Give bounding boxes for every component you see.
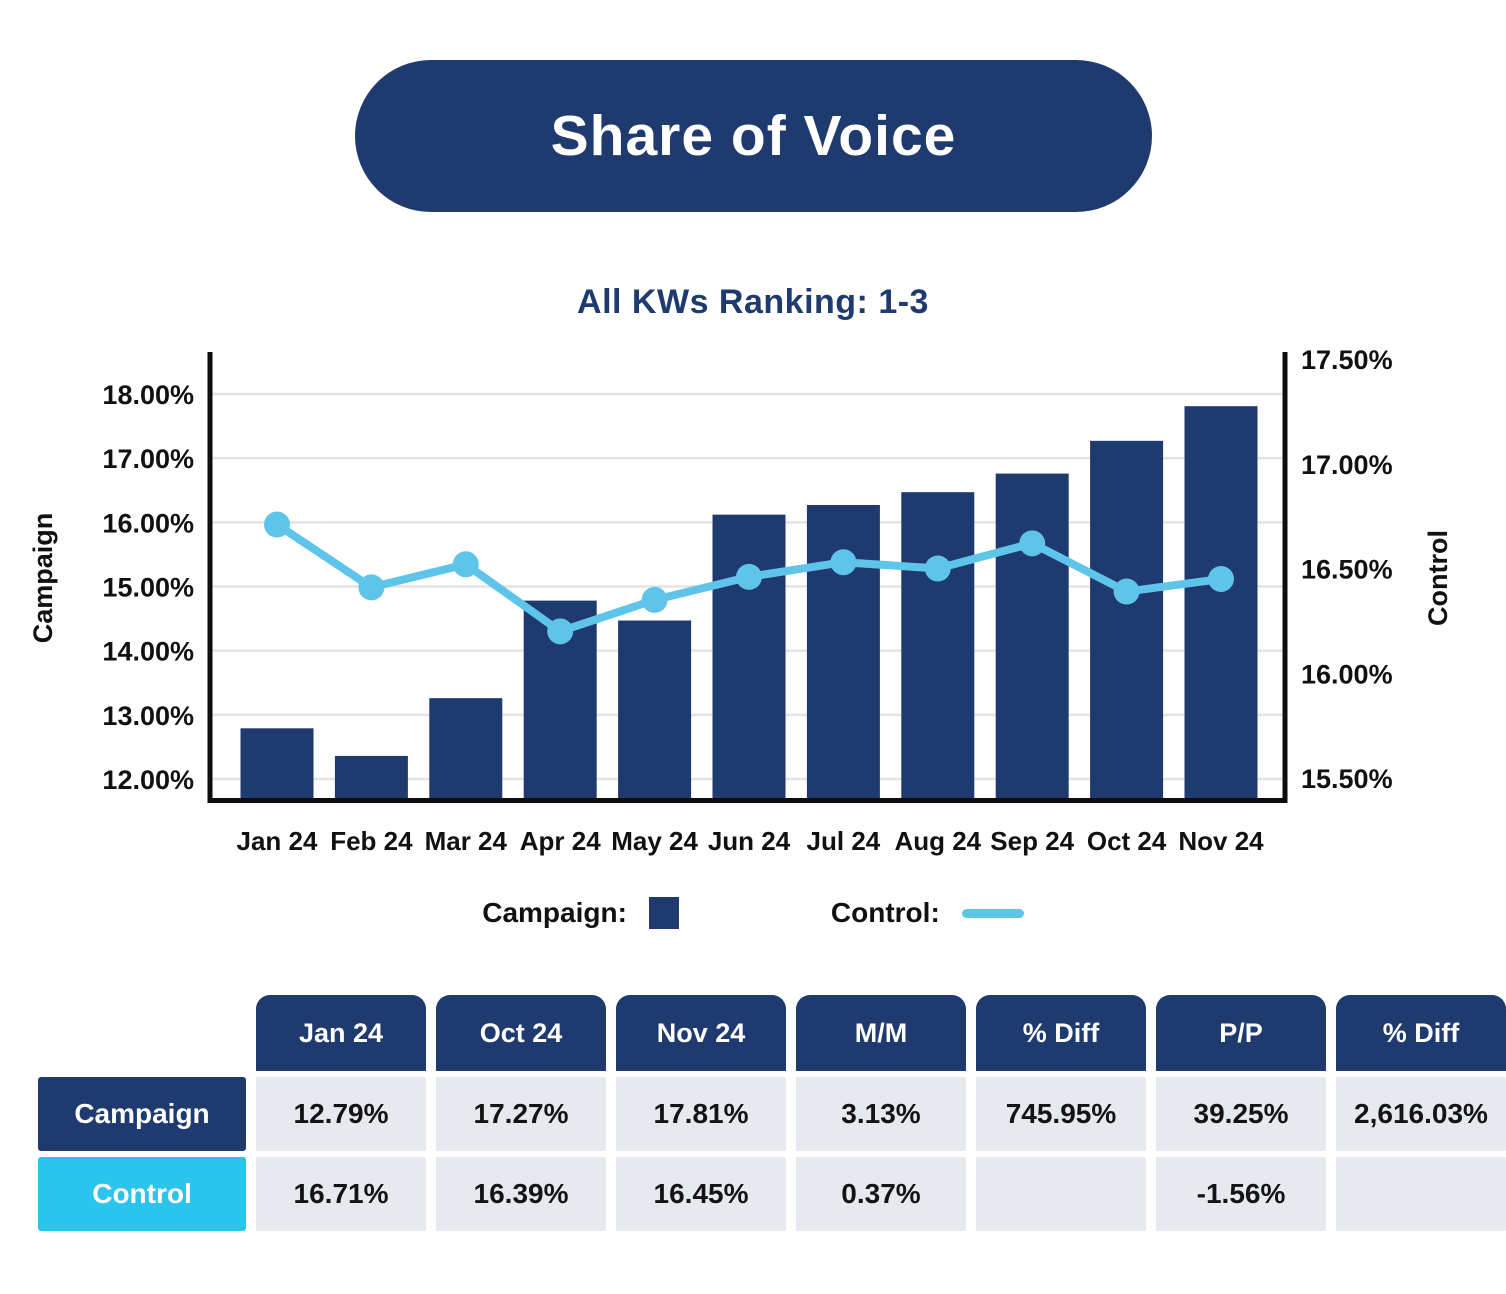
control-jan24-value: 16.71% bbox=[256, 1157, 426, 1231]
control-point-jun-24 bbox=[736, 563, 762, 590]
x-axis-label: May 24 bbox=[611, 826, 698, 856]
left-axis-tick-label: 14.00% bbox=[102, 637, 194, 667]
chart-legend: Campaign: Control: bbox=[0, 888, 1506, 938]
control-pctdiff2-value bbox=[1336, 1157, 1506, 1231]
campaign-pctdiff1-value: 745.95% bbox=[976, 1077, 1146, 1151]
table-header-oct24: Oct 24 bbox=[436, 995, 606, 1071]
x-axis-label: Feb 24 bbox=[330, 826, 413, 856]
control-point-feb-24 bbox=[358, 574, 385, 601]
control-point-apr-24 bbox=[547, 618, 574, 645]
right-axis-tick-label: 17.50% bbox=[1301, 345, 1393, 375]
control-point-jul-24 bbox=[830, 549, 857, 576]
campaign-pctdiff2-value: 2,616.03% bbox=[1336, 1077, 1506, 1151]
right-axis-tick-label: 16.00% bbox=[1301, 659, 1393, 689]
control-point-nov-24 bbox=[1208, 565, 1234, 592]
campaign-swatch-icon bbox=[648, 897, 679, 929]
table-header-pp: P/P bbox=[1156, 995, 1326, 1071]
page-title: Share of Voice bbox=[355, 60, 1152, 212]
chart-series: 12.00% 13.00% 14.00% 15.00% 16.00% 17.00% 18.0… bbox=[102, 345, 1392, 856]
campaign-bar-may-24 bbox=[618, 620, 692, 800]
table-header-pctdiff-1: % Diff bbox=[976, 995, 1146, 1071]
control-point-aug-24 bbox=[924, 555, 951, 582]
legend-campaign-label: Campaign: bbox=[482, 897, 627, 928]
legend-item-control: Control: bbox=[831, 897, 1024, 929]
left-axis-tick-label: 12.00% bbox=[102, 765, 194, 795]
campaign-bar-nov-24 bbox=[1184, 406, 1258, 800]
page-title-text: Share of Voice bbox=[550, 104, 957, 168]
chart-subtitle: All KWs Ranking: 1-3 bbox=[577, 283, 929, 321]
x-axis-label: Jul 24 bbox=[807, 826, 881, 856]
control-point-jan-24 bbox=[264, 511, 290, 538]
control-nov24-value: 16.45% bbox=[616, 1157, 786, 1231]
campaign-oct24-value: 17.27% bbox=[436, 1077, 606, 1151]
left-axis-tick-label: 17.00% bbox=[102, 444, 194, 474]
control-oct24-value: 16.39% bbox=[436, 1157, 606, 1231]
left-axis-tick-label: 13.00% bbox=[102, 701, 194, 731]
table-header-nov24: Nov 24 bbox=[616, 995, 786, 1071]
right-axis-tick-label: 16.50% bbox=[1301, 555, 1393, 585]
control-pp-value: -1.56% bbox=[1156, 1157, 1326, 1231]
control-point-mar-24 bbox=[452, 551, 479, 578]
control-point-sep-24 bbox=[1019, 530, 1046, 557]
sov-table: Jan 24 Oct 24 Nov 24 M/M % Diff P/P % Di… bbox=[38, 995, 1506, 1231]
campaign-bar-sep-24 bbox=[995, 473, 1069, 800]
campaign-bar-jun-24 bbox=[712, 514, 786, 800]
x-axis-label: Apr 24 bbox=[520, 826, 601, 856]
control-point-may-24 bbox=[641, 586, 668, 613]
left-axis-tick-label: 18.00% bbox=[102, 380, 194, 410]
campaign-bar-jan-24 bbox=[240, 728, 314, 800]
x-axis-label: Jan 24 bbox=[237, 826, 318, 856]
x-axis-label: Nov 24 bbox=[1178, 826, 1264, 856]
control-line-swatch-icon bbox=[961, 908, 1024, 918]
x-axis-label: Oct 24 bbox=[1087, 826, 1167, 856]
left-axis-tick-label: 16.00% bbox=[102, 508, 194, 538]
left-axis-tick-label: 15.00% bbox=[102, 573, 194, 603]
campaign-pp-value: 39.25% bbox=[1156, 1077, 1326, 1151]
right-axis-tick-label: 17.00% bbox=[1301, 450, 1393, 480]
row-label-campaign: Campaign bbox=[38, 1077, 246, 1151]
campaign-nov24-value: 17.81% bbox=[616, 1077, 786, 1151]
legend-item-campaign: Campaign: bbox=[482, 897, 679, 929]
control-point-oct-24 bbox=[1113, 578, 1140, 605]
control-mm-value: 0.37% bbox=[796, 1157, 966, 1231]
table-header-jan24: Jan 24 bbox=[256, 995, 426, 1071]
legend-control-label: Control: bbox=[830, 897, 940, 928]
campaign-bar-aug-24 bbox=[901, 492, 975, 800]
campaign-bar-oct-24 bbox=[1090, 440, 1164, 800]
left-axis-title: Campaign bbox=[28, 513, 58, 644]
x-axis-label: Aug 24 bbox=[894, 826, 981, 856]
row-label-control: Control bbox=[38, 1157, 246, 1231]
right-axis-title: Control bbox=[1423, 530, 1453, 626]
campaign-jan24-value: 12.79% bbox=[256, 1077, 426, 1151]
campaign-bar-mar-24 bbox=[429, 698, 503, 800]
campaign-bar-feb-24 bbox=[334, 755, 408, 800]
x-axis-label: Jun 24 bbox=[708, 826, 791, 856]
table-header-mm: M/M bbox=[796, 995, 966, 1071]
table-header-pctdiff-2: % Diff bbox=[1336, 995, 1506, 1071]
campaign-mm-value: 3.13% bbox=[796, 1077, 966, 1151]
right-axis-tick-label: 15.50% bbox=[1301, 764, 1393, 794]
x-axis-label: Sep 24 bbox=[990, 826, 1074, 856]
sov-chart: 12.00% 13.00% 14.00% 15.00% 16.00% 17.00% 18.0… bbox=[28, 345, 1453, 856]
control-pctdiff1-value bbox=[976, 1157, 1146, 1231]
x-axis-label: Mar 24 bbox=[425, 826, 508, 856]
